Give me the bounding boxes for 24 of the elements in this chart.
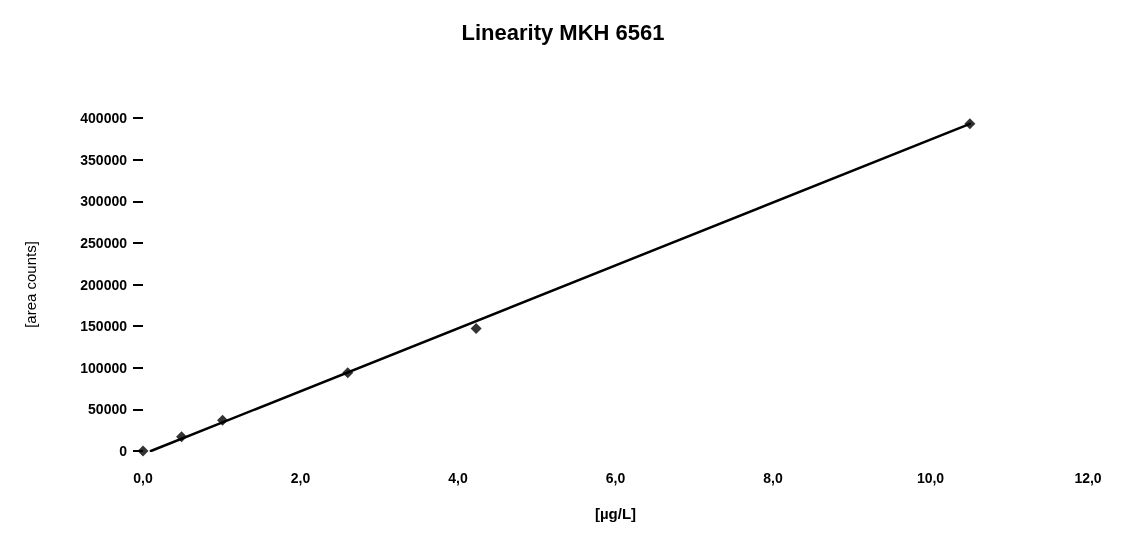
x-tick-label: 2,0: [290, 470, 311, 486]
point: [137, 445, 149, 457]
y-axis-title: [area counts]: [22, 241, 39, 328]
y-tick-label: 50000: [88, 401, 128, 418]
y-tick-label: 0: [119, 443, 128, 459]
y-tick-label: 300000: [80, 193, 128, 210]
x-tick-label: 6,0: [605, 470, 626, 486]
point: [964, 118, 976, 130]
x-tick-label: 10,0: [916, 470, 945, 486]
x-tick-label: 0,0: [133, 470, 153, 486]
y-tick-label: 400000: [80, 110, 128, 126]
point: [342, 367, 354, 379]
y-tick-label: 150000: [80, 318, 128, 335]
x-axis-title: [µg/L]: [594, 505, 637, 522]
x-tick-label: 4,0: [448, 470, 468, 486]
y-tick-label: 350000: [80, 151, 128, 168]
chart-title: Linearity MKH 6561: [461, 19, 665, 45]
point: [217, 414, 229, 426]
y-tick-label: 100000: [80, 359, 128, 376]
point: [470, 323, 482, 335]
x-tick-label: 8,0: [763, 470, 783, 486]
y-tick-label: 200000: [80, 276, 128, 293]
x-tick-label: 12,0: [1074, 470, 1102, 486]
y-tick-label: 250000: [80, 234, 128, 251]
